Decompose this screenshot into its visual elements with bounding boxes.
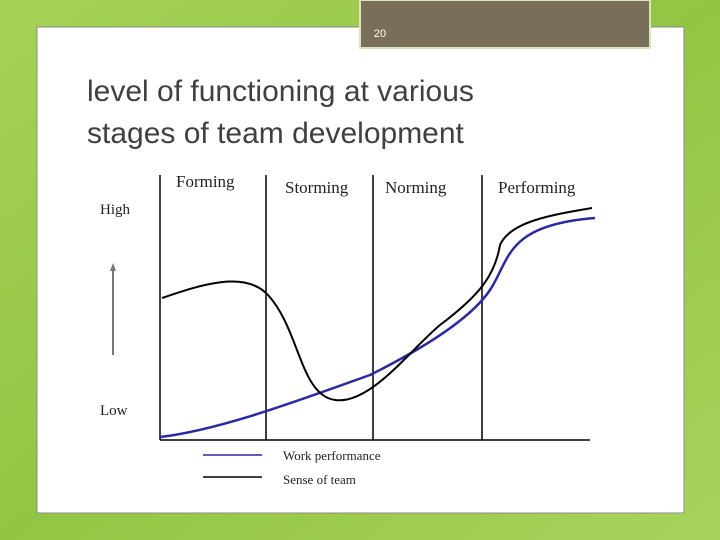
slide-number-box [359, 0, 651, 49]
arrow-head [110, 263, 116, 271]
legend-label: Work performance [283, 448, 381, 463]
chart-frame [159, 175, 590, 441]
sense-of-team-curve [161, 207, 593, 402]
slide-number: 20 [374, 28, 386, 40]
stage-label: Storming [285, 178, 349, 197]
slide-panel [36, 26, 685, 514]
axis-label: Low [100, 403, 128, 419]
legend-label: Sense of team [283, 472, 356, 487]
title-line: stages of team development [87, 117, 465, 150]
stage-label: Forming [176, 172, 235, 191]
stage-label: Performing [498, 178, 576, 197]
axis-label: High [100, 202, 131, 218]
work-performance-curve [159, 216, 596, 439]
title-line: level of functioning at various [87, 75, 474, 108]
stage-label: Norming [385, 178, 447, 197]
